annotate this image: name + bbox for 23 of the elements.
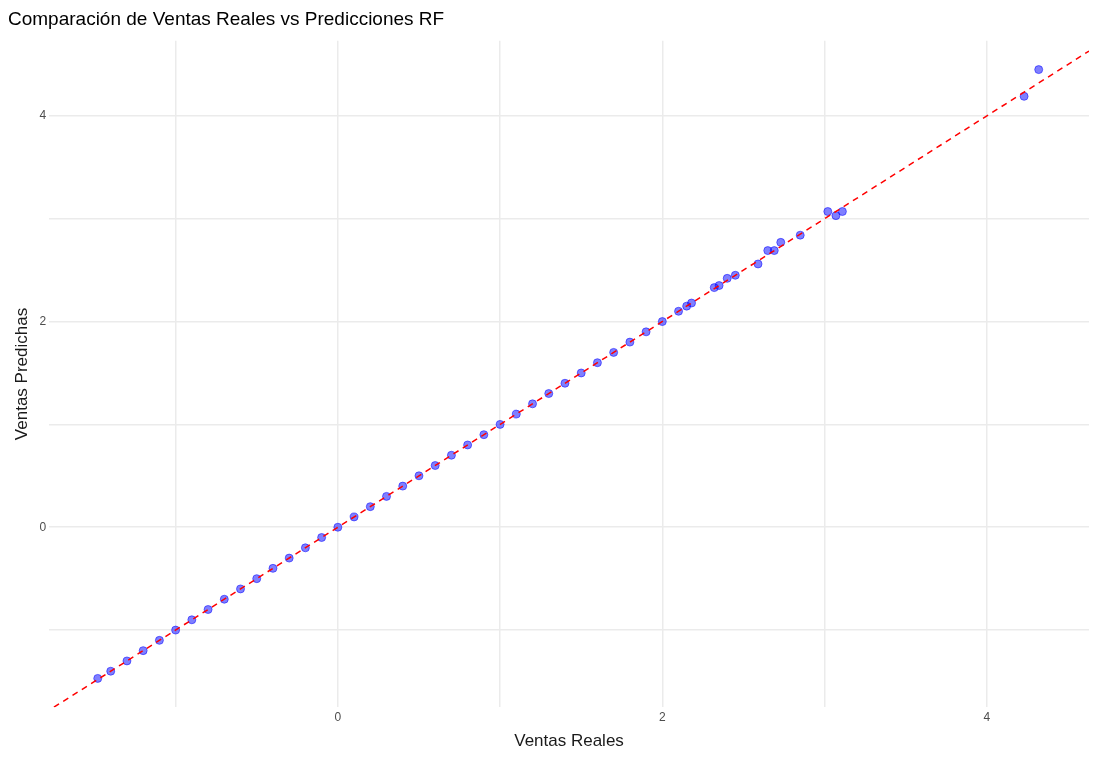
chart-title: Comparación de Ventas Reales vs Predicciones RF [8, 7, 445, 29]
x-tick-label: 4 [983, 709, 991, 724]
y-axis-title: Ventas Predichas [11, 307, 31, 441]
point [576, 368, 586, 378]
point [1034, 65, 1044, 75]
x-tick-label: 2 [658, 709, 666, 724]
point [382, 491, 392, 501]
point [511, 409, 521, 419]
point [823, 207, 833, 217]
point [252, 574, 262, 584]
point [641, 327, 651, 337]
point [837, 207, 847, 217]
y-tick-label: 2 [39, 313, 47, 328]
point [776, 237, 786, 247]
point [753, 259, 763, 269]
x-axis-title: Ventas Reales [514, 731, 624, 751]
point [187, 615, 197, 625]
x-tick-label: 0 [334, 709, 342, 724]
y-tick-label: 0 [39, 519, 47, 534]
point [122, 656, 132, 666]
point [446, 450, 456, 460]
point [93, 673, 103, 683]
y-tick-label: 4 [39, 108, 47, 123]
